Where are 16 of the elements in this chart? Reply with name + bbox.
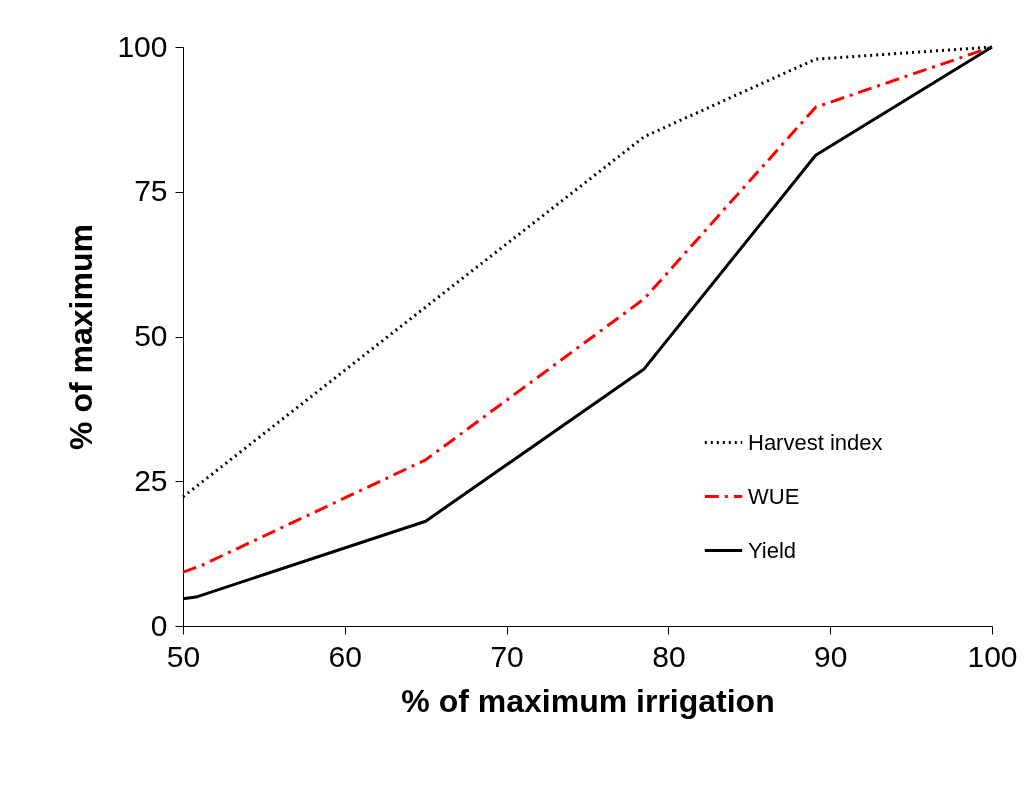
x-tick-label: 100 — [967, 639, 1018, 673]
x-tick-label: 90 — [814, 639, 848, 673]
y-tick-label: 0 — [150, 608, 168, 642]
x-tick-label: 70 — [490, 639, 524, 673]
y-tick-label: 25 — [134, 463, 168, 497]
y-tick-label: 50 — [134, 319, 168, 352]
y-axis-title: % of maximum — [63, 224, 100, 450]
x-tick-label: 50 — [166, 639, 201, 673]
legend-label: Yield — [748, 537, 797, 563]
x-tick-label: 60 — [328, 639, 362, 673]
legend-label: WUE — [748, 483, 800, 509]
y-tick-label: 100 — [117, 29, 168, 63]
x-tick-label: 80 — [652, 639, 686, 673]
legend-label: Harvest index — [748, 429, 883, 455]
y-tick-label: 75 — [134, 174, 168, 208]
x-axis-title: % of maximum irrigation — [401, 682, 775, 719]
